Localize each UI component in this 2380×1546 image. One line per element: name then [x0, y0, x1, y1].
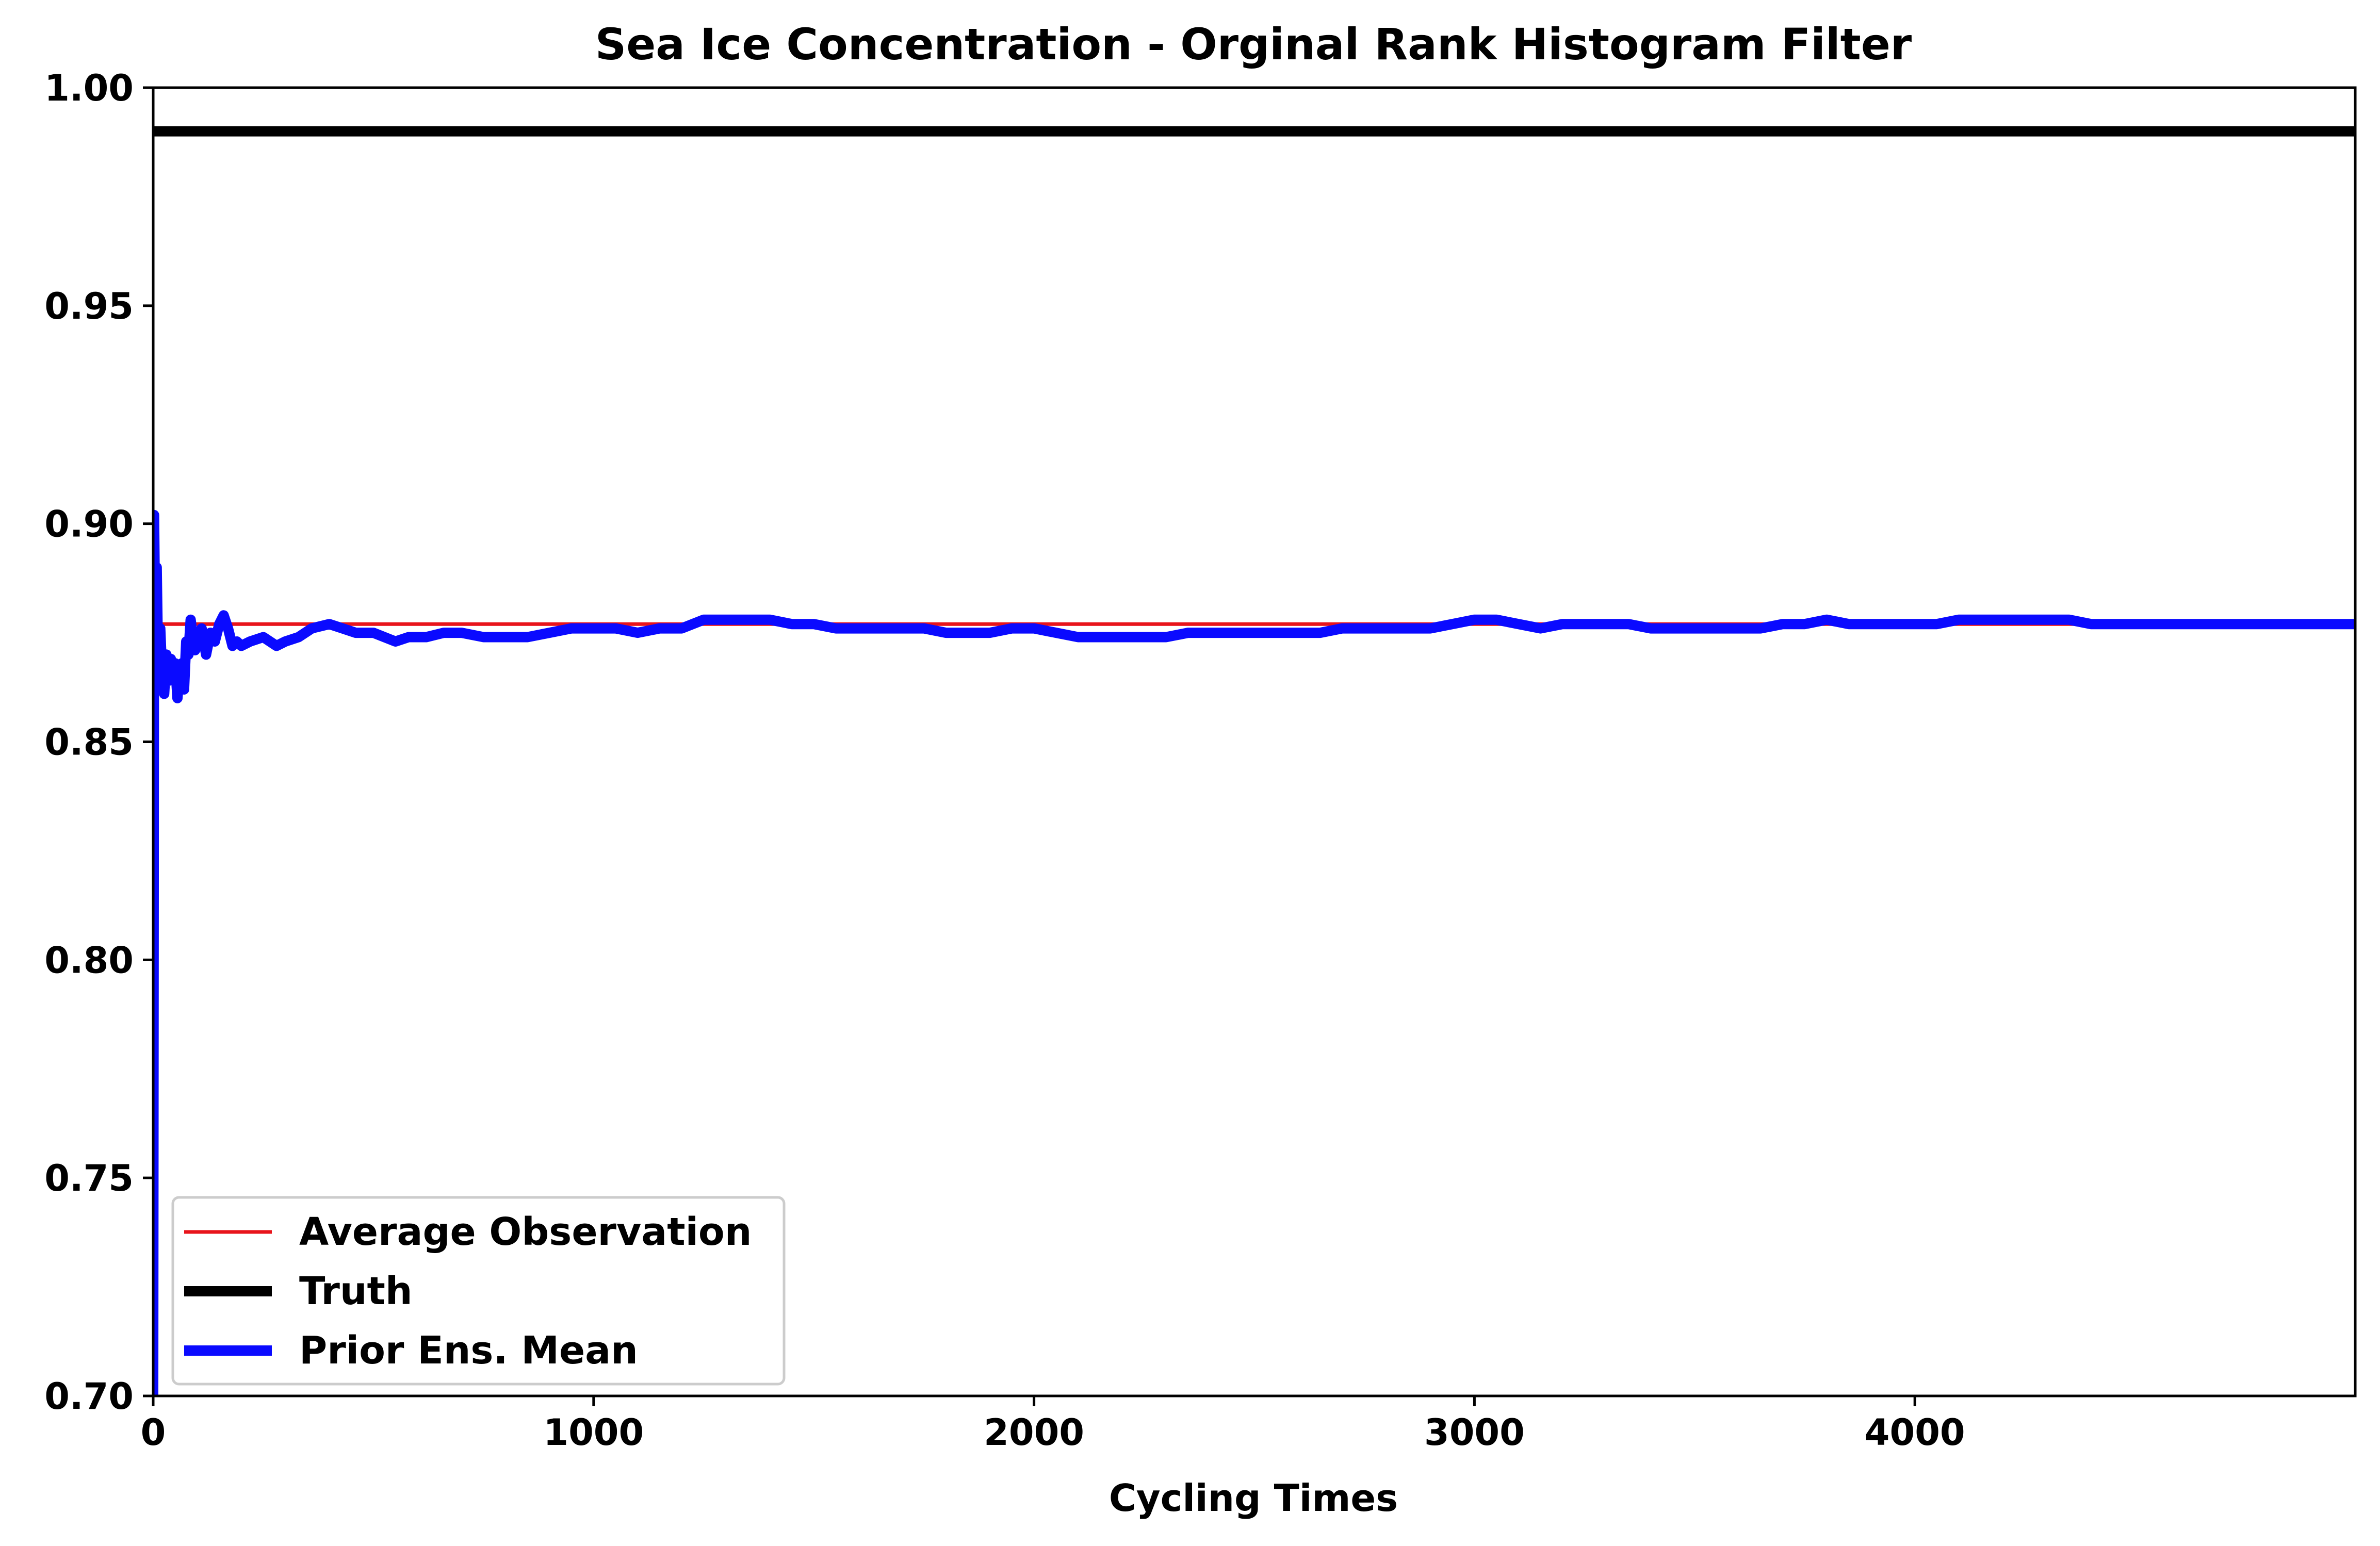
legend-label-truth: Truth [299, 1269, 413, 1313]
series-group [153, 126, 2355, 1396]
x-tick-label: 0 [141, 1411, 166, 1454]
series-line-prior-ens-mean [153, 509, 2355, 1396]
legend-box [171, 1196, 786, 1386]
y-tick-label: 0.70 [44, 1375, 134, 1418]
x-tick-label: 2000 [984, 1411, 1084, 1454]
y-tick-label: 1.00 [44, 67, 134, 109]
axes: 0 1000 2000 3000 4000 0.70 0.75 0.80 0.85 0.90 0.9… [44, 67, 2357, 1454]
x-tick-label: 4000 [1865, 1411, 1965, 1454]
legend-label-prior-ens-mean: Prior Ens. Mean [299, 1328, 638, 1373]
legend-label-average-observation: Average Observation [299, 1210, 752, 1254]
y-tick-label: 0.80 [44, 939, 134, 981]
x-tick-label: 1000 [543, 1411, 644, 1454]
x-tick-label: 3000 [1424, 1411, 1525, 1454]
plot-area [153, 126, 2355, 1396]
y-tick-label: 0.85 [44, 721, 134, 764]
y-tick-label: 0.75 [44, 1157, 134, 1199]
y-tick-label: 0.90 [44, 503, 134, 546]
chart-title: Sea Ice Concentration - Orginal Rank His… [595, 19, 1912, 70]
legend: Average Observation Truth Prior Ens. Mean [171, 1196, 786, 1386]
x-axis-label: Cycling Times [1109, 1476, 1398, 1520]
y-tick-label: 0.95 [44, 285, 134, 327]
